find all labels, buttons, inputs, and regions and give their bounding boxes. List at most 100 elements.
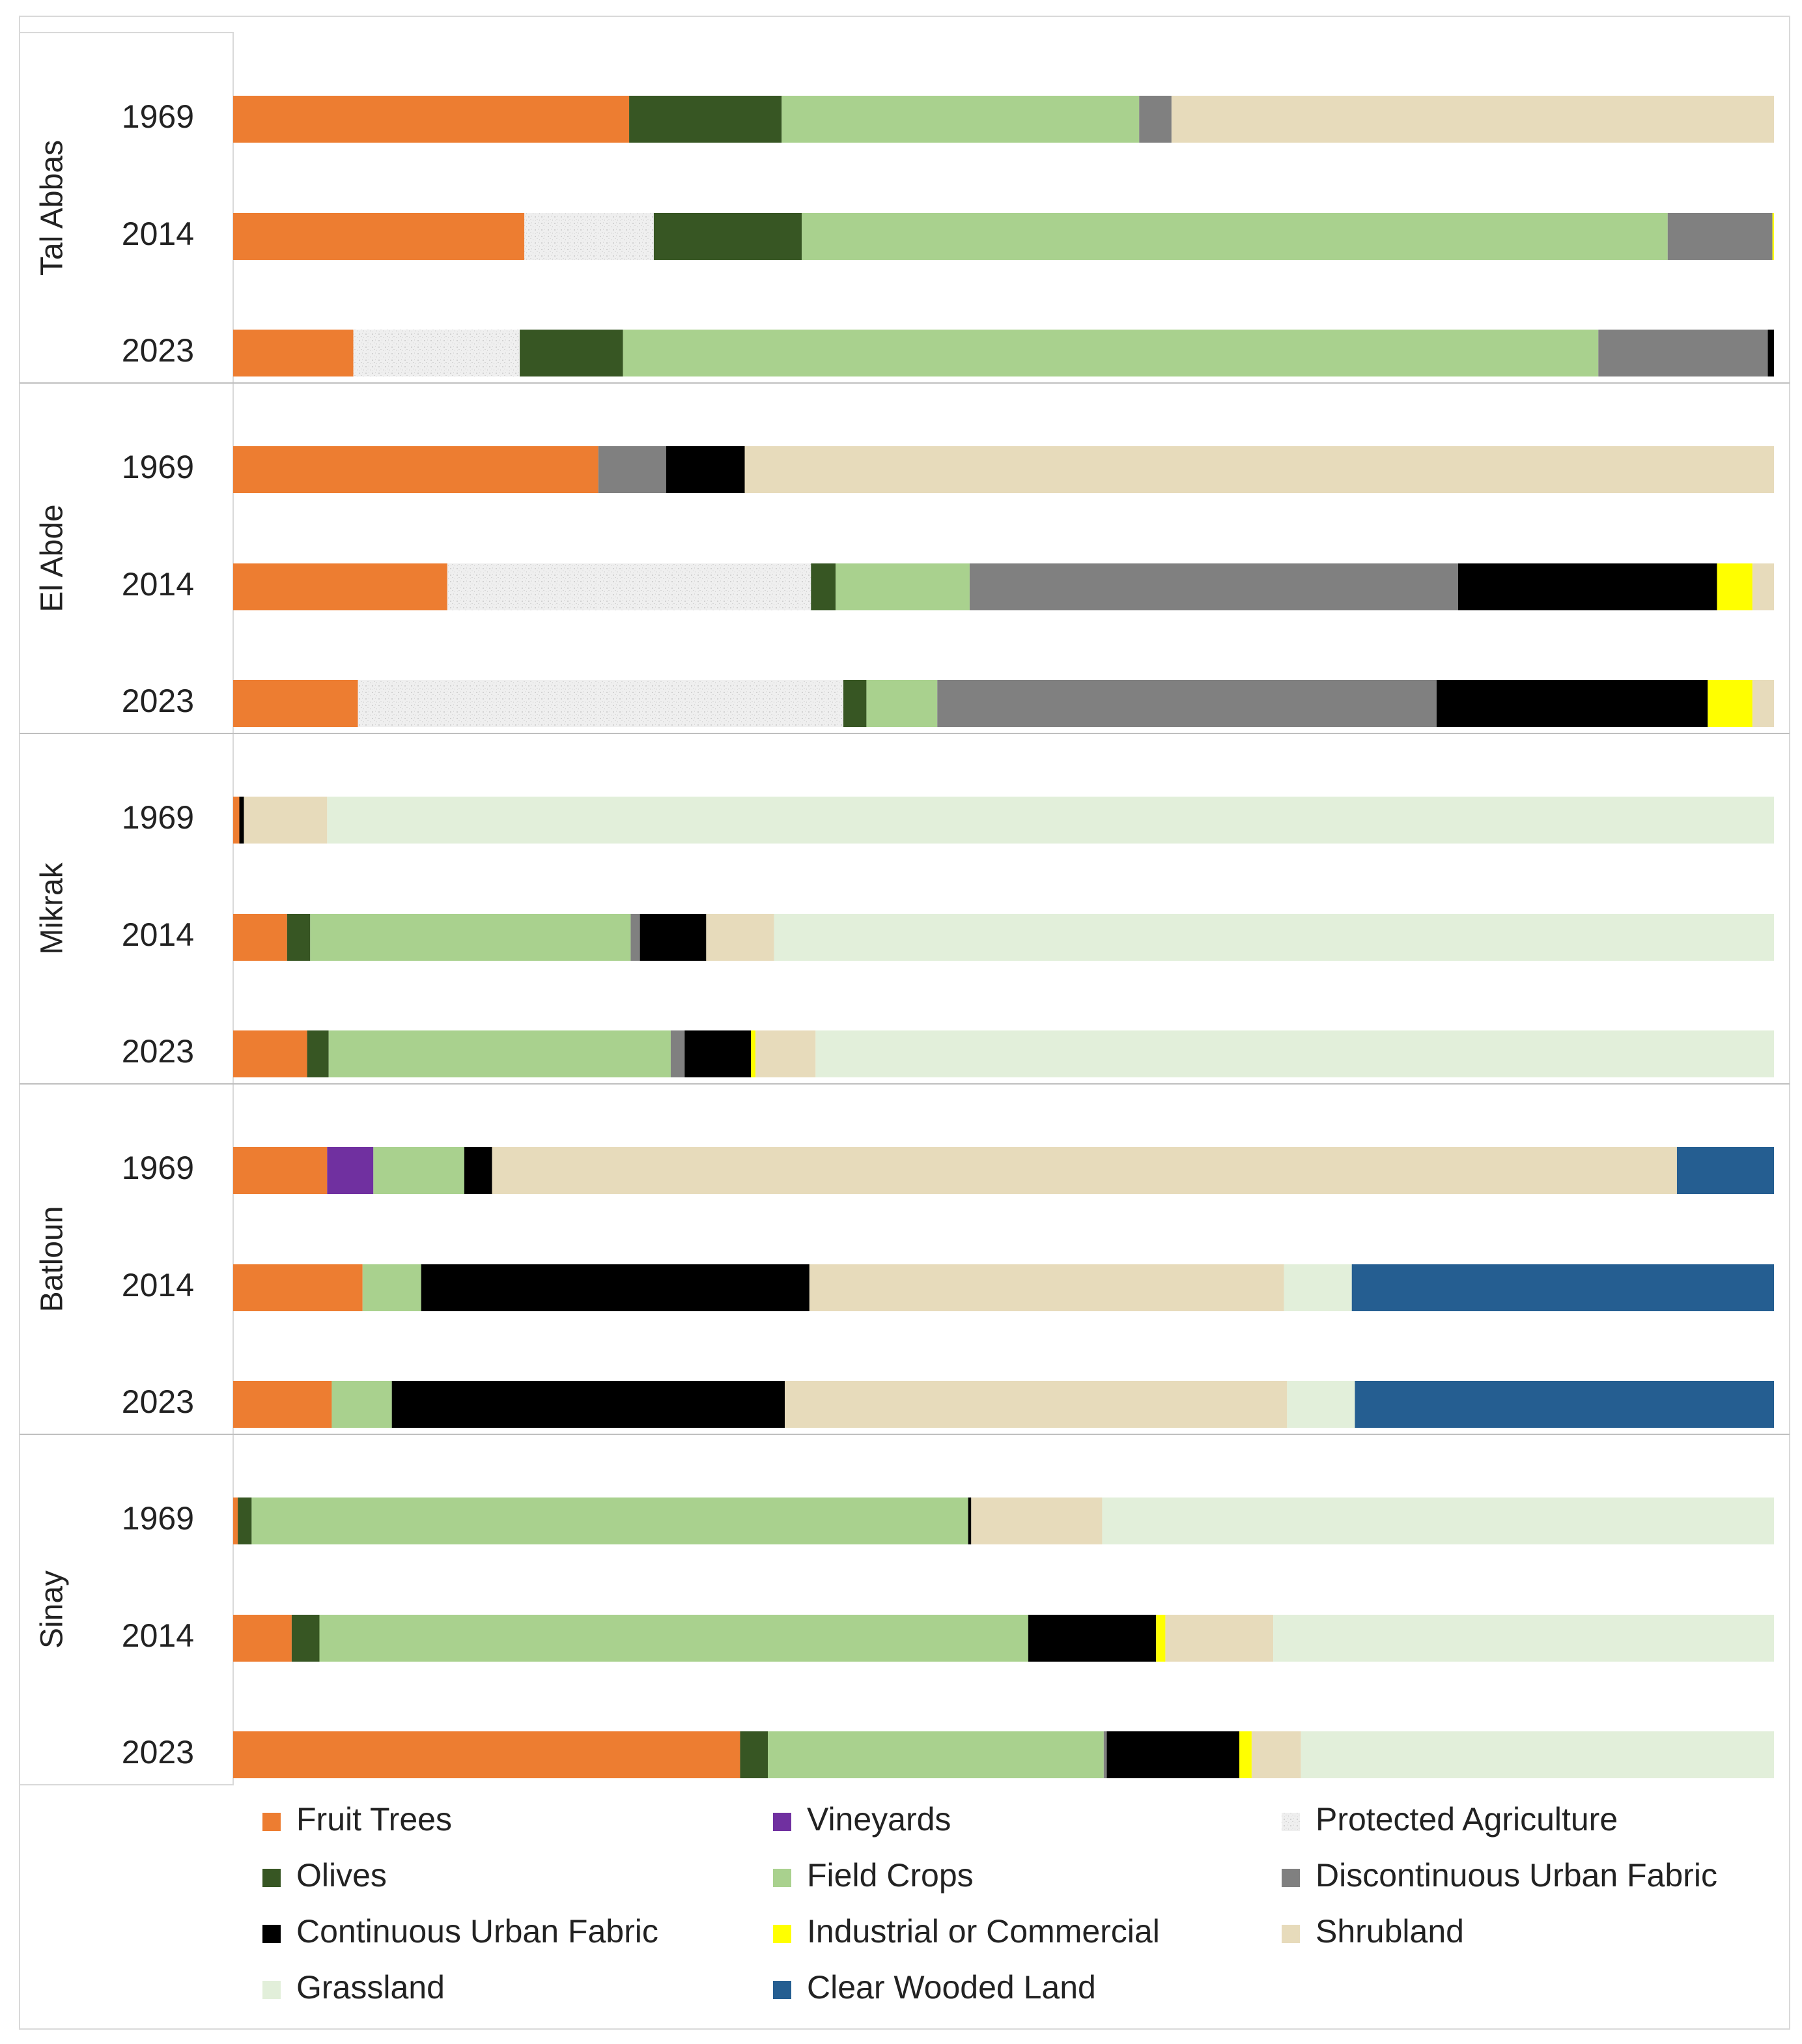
segment-olives: Olives: 1.5 <box>287 914 311 961</box>
segment-shrubland: Shrubland: 30.8 <box>809 1264 1284 1311</box>
legend-item-grassland: Grassland <box>262 1969 445 2006</box>
legend-item-vineyards: Vineyards <box>773 1801 951 1838</box>
year-label: 1969 <box>122 449 194 485</box>
year-label: 1969 <box>122 799 194 836</box>
segment-discontinuous-urban-fabric: Discontinuous Urban Fabric: 0.2 <box>1103 1731 1107 1778</box>
legend-item-clear-wooded-land: Clear Wooded Land <box>773 1969 1096 2006</box>
group-tal-abbas: Tal Abbas 1969 2014 2023 <box>19 32 234 384</box>
segment-fruit-trees: Fruit Trees: 3.5 <box>233 914 287 961</box>
segment-fruit-trees: Fruit Trees: 6.4 <box>233 1381 332 1428</box>
segment-continuous-urban-fabric: Continuous Urban Fabric: 0.4 <box>1767 330 1774 376</box>
legend-item-industrial-or-commercial: Industrial or Commercial <box>773 1913 1160 1950</box>
year-label: 2014 <box>122 566 194 603</box>
bar-batloun-2023: Fruit Trees: 6.4Field Crops: 3.9Continuo… <box>233 1381 1774 1428</box>
segment-fruit-trees: Fruit Trees: 3.8 <box>233 1615 292 1662</box>
segment-continuous-urban-fabric: Continuous Urban Fabric: 1.8 <box>464 1147 492 1194</box>
group-label: Mikrak <box>35 862 70 954</box>
bar-tal-abbas-2014: Fruit Trees: 18.9Protected Agriculture: … <box>233 213 1774 260</box>
segment-continuous-urban-fabric: Continuous Urban Fabric: 25.2 <box>421 1264 809 1311</box>
segment-discontinuous-urban-fabric: Discontinuous Urban Fabric: 11 <box>1598 330 1768 376</box>
bar-sinay-2014: Fruit Trees: 3.8Olives: 1.8Field Crops: … <box>233 1615 1774 1662</box>
segment-protected-agriculture: Protected Agriculture: 8.4 <box>524 213 654 260</box>
legend-swatch <box>262 1925 281 1943</box>
group-label: El Abde <box>35 504 70 612</box>
segment-field-crops: Field Crops: 5.9 <box>373 1147 464 1194</box>
segment-discontinuous-urban-fabric: Discontinuous Urban Fabric: 0.9 <box>670 1030 685 1077</box>
segment-field-crops: Field Crops: 46 <box>319 1615 1028 1662</box>
legend-swatch <box>1282 1869 1300 1887</box>
segment-field-crops: Field Crops: 3.8 <box>362 1264 421 1311</box>
segment-continuous-urban-fabric: Continuous Urban Fabric: 17.6 <box>1436 680 1708 727</box>
segment-continuous-urban-fabric: Continuous Urban Fabric: 0.3 <box>239 797 244 844</box>
group-el-abde: El Abde 1969 2014 2023 <box>19 382 1790 734</box>
bar-tal-abbas-1969: Fruit Trees: 25.7Olives: 9.9Field Crops:… <box>233 96 1774 143</box>
segment-olives: Olives: 1.4 <box>307 1030 329 1077</box>
segment-protected-agriculture: Protected Agriculture: 23.6 <box>447 563 811 610</box>
segment-continuous-urban-fabric: Continuous Urban Fabric: 25.5 <box>391 1381 785 1428</box>
segment-shrubland: Shrubland: 76.9 <box>492 1147 1677 1194</box>
group-label: Sinay <box>35 1570 70 1649</box>
chart-frame <box>19 16 1790 2030</box>
bar-batloun-1969: Fruit Trees: 6.1Vineyards: 3Field Crops:… <box>233 1147 1774 1194</box>
segment-olives: Olives: 1.8 <box>740 1731 768 1778</box>
group-sinay: Sinay 1969 2014 2023 <box>19 1434 1790 1785</box>
segment-clear-wooded-land: Clear Wooded Land: 27.2 <box>1355 1381 1774 1428</box>
legend-swatch <box>773 1981 791 1999</box>
segment-discontinuous-urban-fabric: Discontinuous Urban Fabric: 4.4 <box>598 446 666 493</box>
segment-industrial-or-commercial: Industrial or Commercial: 0.8 <box>1239 1731 1252 1778</box>
legend-swatch <box>1282 1925 1300 1943</box>
segment-continuous-urban-fabric: Continuous Urban Fabric: 8.3 <box>1028 1615 1157 1662</box>
group-batloun: Batloun 1969 2014 2023 <box>19 1083 1790 1435</box>
segment-shrubland: Shrubland: 1.4 <box>1752 680 1774 727</box>
legend-label: Clear Wooded Land <box>807 1969 1096 2006</box>
group-label: Tal Abbas <box>35 140 70 276</box>
segment-continuous-urban-fabric: Continuous Urban Fabric: 16.8 <box>1457 563 1717 610</box>
segment-olives: Olives: 1.5 <box>843 680 867 727</box>
segment-olives: Olives: 6.7 <box>520 330 623 376</box>
legend-item-protected-agriculture: Protected Agriculture <box>1282 1801 1618 1838</box>
bar-el-abde-2023: Fruit Trees: 8.1Protected Agriculture: 3… <box>233 680 1774 727</box>
segment-olives: Olives: 1.8 <box>291 1615 320 1662</box>
segment-field-crops: Field Crops: 23.2 <box>781 96 1140 143</box>
bar-el-abde-2014: Fruit Trees: 13.9Protected Agriculture: … <box>233 563 1774 610</box>
legend-label: Discontinuous Urban Fabric <box>1316 1857 1717 1894</box>
segment-field-crops: Field Crops: 63.3 <box>623 330 1599 376</box>
legend-label: Continuous Urban Fabric <box>296 1913 658 1950</box>
segment-fruit-trees: Fruit Trees: 0.3 <box>233 1498 238 1544</box>
segment-grassland: Grassland: 4.4 <box>1287 1381 1355 1428</box>
segment-grassland: Grassland: 32.5 <box>1273 1615 1774 1662</box>
segment-grassland: Grassland: 4.4 <box>1284 1264 1352 1311</box>
year-label: 1969 <box>122 1150 194 1186</box>
segment-fruit-trees: Fruit Trees: 32.9 <box>233 1731 740 1778</box>
segment-fruit-trees: Fruit Trees: 8.1 <box>233 680 358 727</box>
legend-swatch <box>773 1813 791 1831</box>
segment-fruit-trees: Fruit Trees: 4.8 <box>233 1030 307 1077</box>
segment-olives: Olives: 9.6 <box>653 213 802 260</box>
bar-batloun-2014: Fruit Trees: 8.4Field Crops: 3.8Continuo… <box>233 1264 1774 1311</box>
segment-continuous-urban-fabric: Continuous Urban Fabric: 8.6 <box>1106 1731 1239 1778</box>
segment-shrubland: Shrubland: 32.6 <box>785 1381 1288 1428</box>
year-label: 2023 <box>122 332 194 369</box>
group-label: Batloun <box>35 1206 70 1313</box>
segment-clear-wooded-land: Clear Wooded Land: 6.3 <box>1676 1147 1774 1194</box>
legend-label: Olives <box>296 1857 387 1894</box>
legend-swatch <box>262 1981 281 1999</box>
segment-continuous-urban-fabric: Continuous Urban Fabric: 4.3 <box>640 914 707 961</box>
year-label: 2023 <box>122 1384 194 1420</box>
legend-item-fruit-trees: Fruit Trees <box>262 1801 452 1838</box>
legend-label: Grassland <box>296 1969 445 2006</box>
bar-mikrak-2023: Fruit Trees: 4.8Olives: 1.4Field Crops: … <box>233 1030 1774 1077</box>
legend-label: Shrubland <box>1316 1913 1464 1950</box>
segment-grassland: Grassland: 93.9 <box>327 797 1775 844</box>
legend-swatch <box>1282 1813 1300 1831</box>
year-label: 1969 <box>122 98 194 135</box>
segment-field-crops: Field Crops: 46.5 <box>251 1498 968 1544</box>
bar-tal-abbas-2023: Fruit Trees: 7.8Protected Agriculture: 1… <box>233 330 1774 376</box>
segment-fruit-trees: Fruit Trees: 18.9 <box>233 213 525 260</box>
legend-swatch <box>773 1869 791 1887</box>
segment-discontinuous-urban-fabric: Discontinuous Urban Fabric: 31.7 <box>969 563 1458 610</box>
segment-shrubland: Shrubland: 4.4 <box>706 914 774 961</box>
segment-industrial-or-commercial: Industrial or Commercial: 2.3 <box>1717 563 1753 610</box>
legend-item-shrubland: Shrubland <box>1282 1913 1464 1950</box>
legend-label: Vineyards <box>807 1801 951 1838</box>
